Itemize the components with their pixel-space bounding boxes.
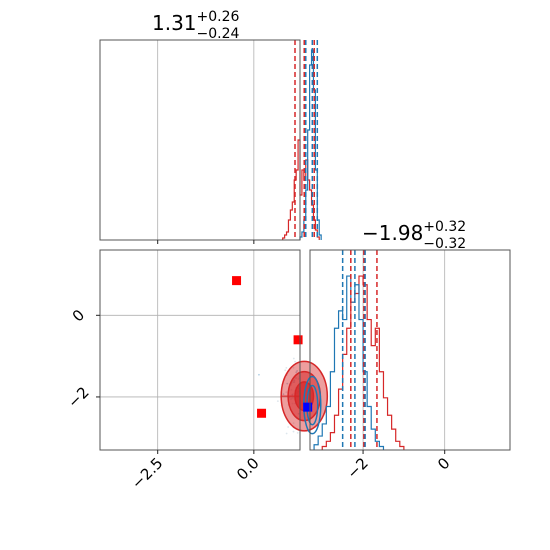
title-param1-value: 1.31	[152, 11, 197, 35]
m2-red-histogram	[321, 275, 405, 450]
joint-sample-point	[292, 357, 295, 360]
joint-sample-point	[292, 430, 295, 433]
joint-panel: −2.5 0.0 −2 0	[64, 249, 329, 493]
joint-yaxis-tick-label-1: 0	[69, 306, 88, 325]
title-param2-value: −1.98	[362, 221, 423, 245]
joint-red-marker-1	[293, 335, 303, 345]
joint-sample-point	[285, 432, 288, 435]
joint-sample-point	[294, 360, 296, 363]
title-param2: −1.98+0.32	[362, 219, 466, 245]
joint-xaxis-tick-label-1: 0.0	[233, 454, 263, 484]
title-param2-plus: +0.32	[423, 219, 466, 235]
title-param1: 1.31+0.26	[152, 9, 240, 35]
joint-sample-point	[295, 371, 298, 374]
joint-red-marker-0	[232, 276, 242, 286]
joint-sample-point	[284, 369, 287, 372]
joint-sample-point	[287, 426, 290, 428]
joint-sample-point	[276, 400, 279, 403]
m2-xaxis-tick-label-1: 0	[434, 454, 453, 473]
joint-sample-point	[292, 366, 295, 369]
joint-panel-frame	[99, 249, 301, 451]
m2-xaxis-tick-label-0: −2	[344, 454, 372, 482]
joint-sample-point	[285, 366, 288, 369]
marginal-panel-param1-frame	[99, 39, 301, 241]
joint-sample-point	[296, 369, 299, 372]
joint-blue-marker-0	[303, 402, 313, 412]
marginal-panel-param1	[99, 39, 322, 244]
m1-red-histogram	[282, 139, 320, 240]
joint-sample-point	[292, 422, 295, 425]
m2-blue-histogram	[313, 275, 385, 450]
joint-yaxis-tick-label-0: −2	[64, 383, 92, 411]
title-param1-plus: +0.26	[197, 9, 240, 25]
joint-sample-point	[282, 393, 285, 396]
title-param2-minus: −0.32	[423, 236, 466, 252]
marginal-panel-param2-frame	[309, 249, 511, 451]
marginal-panel-param2: −2 0	[309, 249, 511, 482]
joint-sample-point	[285, 391, 288, 394]
joint-xaxis-tick-label-0: −2.5	[128, 454, 166, 492]
joint-sample-point	[258, 373, 260, 376]
joint-sample-point	[286, 382, 289, 385]
title-param1-minus: −0.24	[197, 26, 240, 42]
joint-sample-point	[296, 431, 299, 434]
joint-red-marker-2	[257, 408, 267, 418]
